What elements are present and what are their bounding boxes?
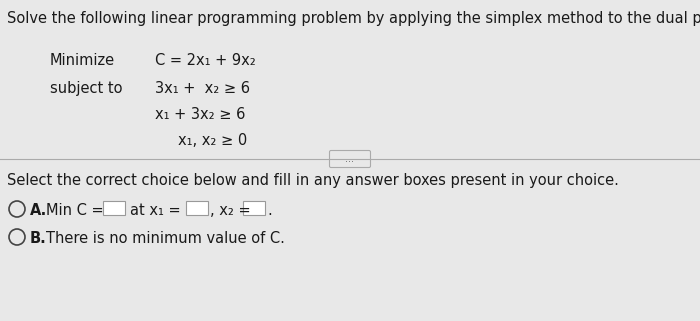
FancyBboxPatch shape [243,201,265,215]
Text: C = 2x₁ + 9x₂: C = 2x₁ + 9x₂ [155,53,256,68]
Text: at x₁ =: at x₁ = [130,203,181,218]
Text: .: . [267,203,272,218]
FancyBboxPatch shape [186,201,208,215]
Text: x₁, x₂ ≥ 0: x₁, x₂ ≥ 0 [178,133,247,148]
FancyBboxPatch shape [330,151,370,168]
Text: , x₂ =: , x₂ = [210,203,251,218]
Text: Minimize: Minimize [50,53,115,68]
Text: Solve the following linear programming problem by applying the simplex method to: Solve the following linear programming p… [7,11,700,26]
Text: A.: A. [30,203,48,218]
Text: x₁ + 3x₂ ≥ 6: x₁ + 3x₂ ≥ 6 [155,107,246,122]
Text: subject to: subject to [50,81,122,96]
Text: B.: B. [30,231,47,246]
Text: There is no minimum value of C.: There is no minimum value of C. [46,231,285,246]
FancyBboxPatch shape [103,201,125,215]
Text: ...: ... [346,154,354,164]
Text: 3x₁ +  x₂ ≥ 6: 3x₁ + x₂ ≥ 6 [155,81,250,96]
Text: Select the correct choice below and fill in any answer boxes present in your cho: Select the correct choice below and fill… [7,173,619,188]
Text: Min C =: Min C = [46,203,104,218]
